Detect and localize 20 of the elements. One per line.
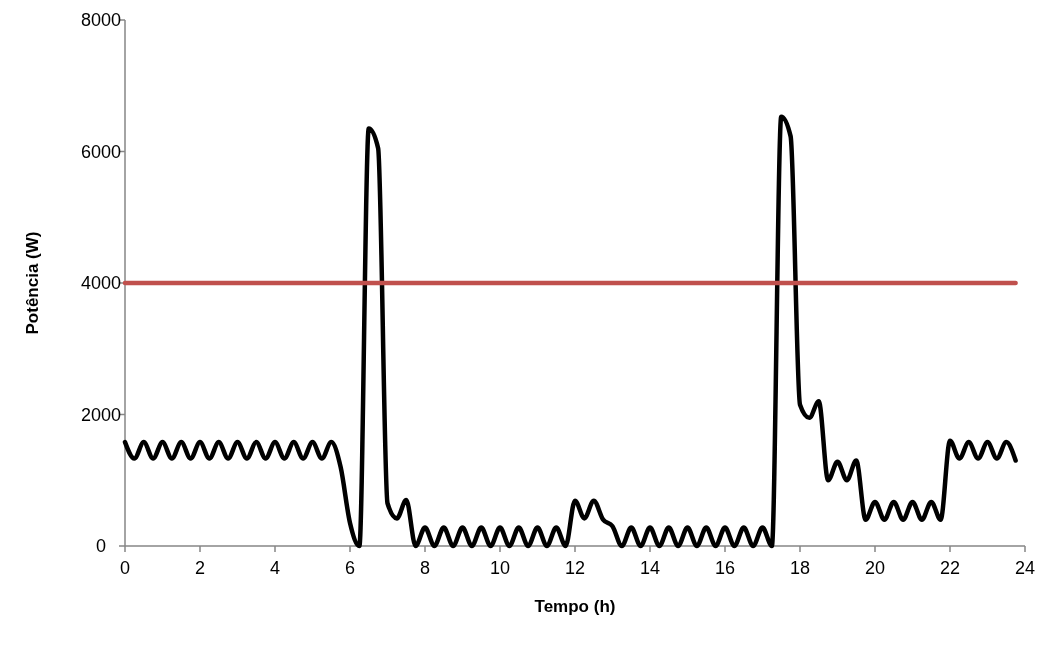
x-tick-label: 22 (939, 558, 961, 578)
x-tick-label: 20 (864, 558, 886, 578)
x-tick-label: 18 (789, 558, 811, 578)
y-tick-label: 4000 (80, 273, 122, 294)
y-axis-title: Potência (W) (23, 231, 42, 335)
line-series (122, 114, 1018, 549)
y-tick-label: 8000 (80, 10, 122, 31)
x-tick-label: 10 (489, 558, 511, 578)
x-tick-label: 6 (344, 558, 356, 578)
y-tick-label: 2000 (80, 404, 122, 425)
x-axis-title: Tempo (h) (534, 597, 616, 616)
y-tick-label: 6000 (80, 141, 122, 162)
x-tick-label: 14 (639, 558, 661, 578)
y-tick-label: 0 (95, 536, 107, 557)
x-tick-label: 24 (1014, 558, 1036, 578)
x-tick-label: 2 (194, 558, 206, 578)
x-tick-label: 8 (419, 558, 431, 578)
x-tick-label: 12 (564, 558, 586, 578)
x-tick-label: 16 (714, 558, 736, 578)
x-tick-label: 4 (269, 558, 281, 578)
